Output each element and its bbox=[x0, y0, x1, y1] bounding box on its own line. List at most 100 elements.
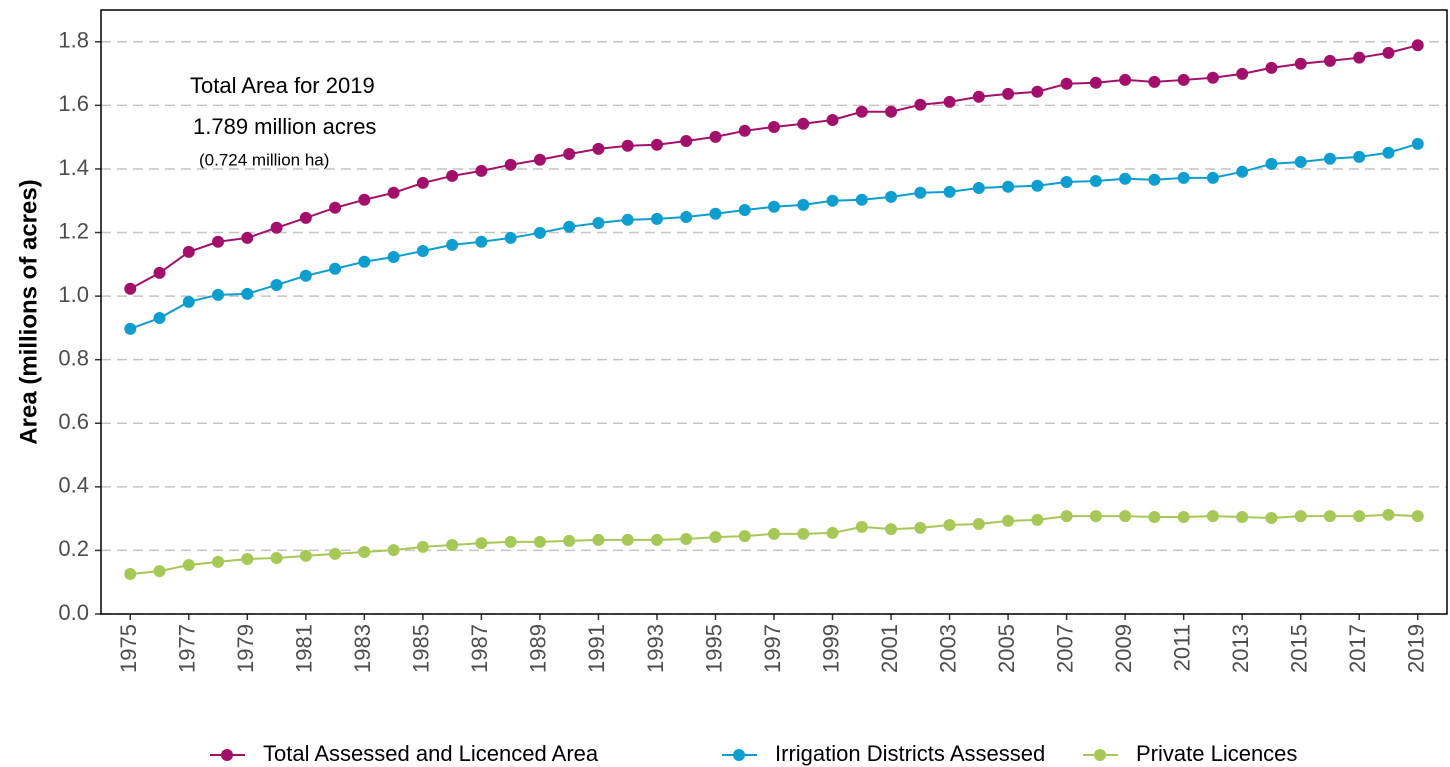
data-point bbox=[124, 567, 137, 580]
data-point bbox=[1119, 510, 1132, 523]
series-line bbox=[129, 142, 1419, 330]
x-tick-label: 2001 bbox=[877, 624, 902, 673]
data-point bbox=[504, 231, 517, 244]
data-point bbox=[1323, 54, 1336, 67]
data-point bbox=[1177, 171, 1190, 184]
data-point bbox=[1148, 75, 1161, 88]
x-tick-label: 1977 bbox=[175, 624, 200, 673]
x-tick-label: 2019 bbox=[1404, 624, 1429, 673]
x-tick-label: 1979 bbox=[233, 624, 258, 673]
data-point bbox=[768, 120, 780, 133]
y-tick-label: 0.2 bbox=[58, 536, 89, 561]
data-point bbox=[885, 523, 898, 536]
data-point bbox=[1382, 46, 1395, 59]
data-point bbox=[1002, 87, 1015, 100]
x-tick-label: 2007 bbox=[1052, 624, 1077, 673]
data-point bbox=[241, 287, 254, 300]
x-tick-label: 2015 bbox=[1287, 624, 1312, 673]
data-point bbox=[680, 210, 693, 223]
data-point bbox=[1148, 173, 1161, 186]
y-tick-label: 1.6 bbox=[58, 91, 89, 116]
x-tick-label: 1995 bbox=[701, 624, 726, 673]
data-point bbox=[1089, 510, 1102, 523]
data-point bbox=[1060, 77, 1073, 90]
y-tick-label: 1.0 bbox=[58, 282, 89, 307]
data-point bbox=[241, 231, 254, 244]
y-tick-label: 0.6 bbox=[58, 409, 89, 434]
data-point bbox=[943, 518, 956, 531]
plot-border bbox=[100, 9, 1448, 615]
data-point bbox=[972, 518, 985, 531]
data-point bbox=[299, 211, 312, 224]
x-tick-label: 1975 bbox=[116, 624, 141, 673]
data-point bbox=[387, 186, 400, 199]
data-point bbox=[797, 527, 810, 540]
legend-marker bbox=[221, 749, 233, 761]
data-point bbox=[446, 238, 459, 251]
data-point bbox=[621, 139, 634, 152]
data-point bbox=[1206, 510, 1219, 523]
data-point bbox=[1294, 57, 1307, 70]
data-point bbox=[182, 295, 195, 308]
y-tick-label: 0.0 bbox=[58, 600, 89, 625]
data-point bbox=[592, 216, 605, 229]
data-point bbox=[358, 255, 371, 268]
x-tick-label: 1993 bbox=[643, 624, 668, 673]
data-point bbox=[563, 534, 576, 547]
data-point bbox=[1294, 155, 1307, 168]
data-point bbox=[1265, 61, 1278, 74]
data-point bbox=[621, 533, 634, 546]
legend-label: Irrigation Districts Assessed bbox=[775, 741, 1045, 766]
data-point bbox=[855, 520, 868, 533]
data-point bbox=[1148, 511, 1161, 524]
data-point bbox=[738, 203, 751, 216]
data-point bbox=[797, 117, 810, 130]
data-point bbox=[504, 158, 517, 171]
data-point bbox=[563, 220, 576, 233]
data-point bbox=[972, 90, 985, 103]
data-point bbox=[1265, 157, 1278, 170]
data-point bbox=[533, 226, 546, 239]
data-point bbox=[1294, 510, 1307, 523]
data-point bbox=[855, 105, 868, 118]
data-point bbox=[124, 322, 137, 335]
data-point bbox=[153, 266, 166, 279]
data-point bbox=[475, 537, 488, 550]
data-point bbox=[1411, 39, 1424, 52]
x-tick-label: 1991 bbox=[584, 624, 609, 673]
data-point bbox=[1265, 511, 1278, 524]
data-point bbox=[1353, 51, 1366, 64]
data-point bbox=[885, 190, 898, 203]
data-point bbox=[1002, 180, 1015, 193]
data-point bbox=[1089, 76, 1102, 89]
data-point bbox=[1236, 511, 1249, 524]
y-tick-label: 1.4 bbox=[58, 155, 89, 180]
data-point bbox=[241, 553, 254, 566]
data-point bbox=[1177, 73, 1190, 86]
data-point bbox=[1206, 171, 1219, 184]
x-tick-label: 1981 bbox=[292, 624, 317, 673]
data-point bbox=[1031, 85, 1044, 98]
data-point bbox=[709, 531, 722, 544]
data-point bbox=[329, 201, 342, 214]
data-point bbox=[270, 552, 283, 565]
x-tick-label: 1987 bbox=[467, 624, 492, 673]
x-tick-label: 2017 bbox=[1345, 624, 1370, 673]
data-point bbox=[270, 221, 283, 234]
data-point bbox=[446, 169, 459, 182]
legend-label: Total Assessed and Licenced Area bbox=[263, 741, 599, 766]
data-point bbox=[650, 138, 663, 151]
data-point bbox=[1206, 71, 1219, 84]
y-axis-label: Area (millions of acres) bbox=[15, 179, 42, 444]
x-tick-label: 1997 bbox=[760, 624, 785, 673]
data-point bbox=[416, 244, 429, 257]
data-point bbox=[563, 148, 576, 161]
annotation: (0.724 million ha) bbox=[199, 150, 329, 169]
data-point bbox=[592, 142, 605, 155]
data-point bbox=[768, 527, 780, 540]
data-point bbox=[1089, 175, 1102, 188]
x-tick-label: 1999 bbox=[818, 624, 843, 673]
data-point bbox=[299, 549, 312, 562]
data-point bbox=[914, 186, 927, 199]
